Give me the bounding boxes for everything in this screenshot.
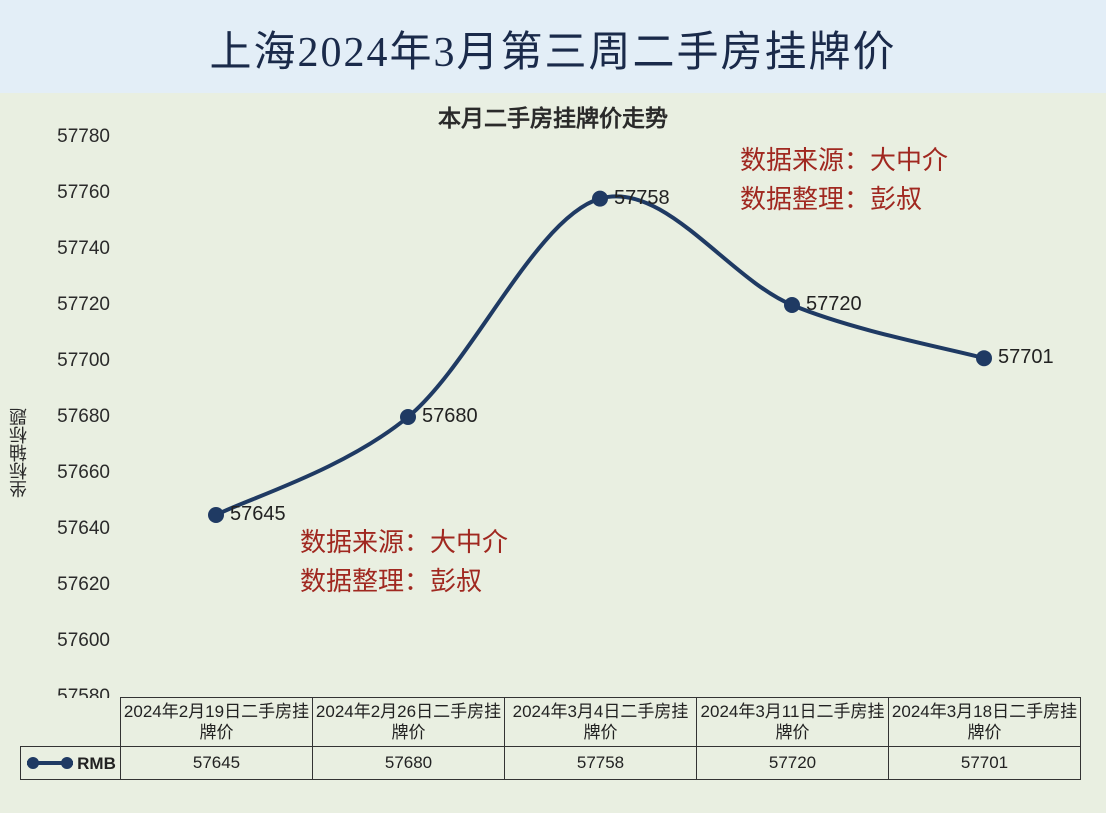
table-header-cell: 2024年2月19日二手房挂牌价 [121,698,313,747]
data-point-label: 57701 [998,346,1054,369]
page-title-text: 上海2024年3月第三周二手房挂牌价 [209,30,896,76]
source-annotation: 数据来源：大中介数据整理：彭叔 [740,141,948,219]
table-value-cell: 57758 [505,747,697,780]
data-point [976,350,992,366]
table-value-cell: 57645 [121,747,313,780]
table-header-cell: 2024年3月18日二手房挂牌价 [889,698,1081,747]
page-title: 上海2024年3月第三周二手房挂牌价 [0,0,1106,93]
series-line [216,196,984,515]
chart-container: 本月二手房挂牌价走势 坐标轴标题 57580576005762057640576… [0,93,1106,813]
data-point [592,191,608,207]
data-point-label: 57720 [806,293,862,316]
legend-cell: RMB [21,747,121,780]
table-header-cell: 2024年3月11日二手房挂牌价 [697,698,889,747]
data-point-label: 57758 [614,187,670,210]
table-header-cell: 2024年2月26日二手房挂牌价 [313,698,505,747]
table-header-cell: 2024年3月4日二手房挂牌价 [505,698,697,747]
table-value-cell: 57720 [697,747,889,780]
source-annotation: 数据来源：大中介数据整理：彭叔 [300,523,508,601]
data-point [400,409,416,425]
legend-label: RMB [77,754,116,773]
data-table: 2024年2月19日二手房挂牌价2024年2月26日二手房挂牌价2024年3月4… [20,697,1081,780]
legend-marker-icon [25,755,75,771]
data-point-label: 57645 [230,503,286,526]
data-point-label: 57680 [422,405,478,428]
data-point [784,297,800,313]
table-value-cell: 57701 [889,747,1081,780]
table-empty-cell [21,698,121,747]
table-value-cell: 57680 [313,747,505,780]
data-point [208,507,224,523]
